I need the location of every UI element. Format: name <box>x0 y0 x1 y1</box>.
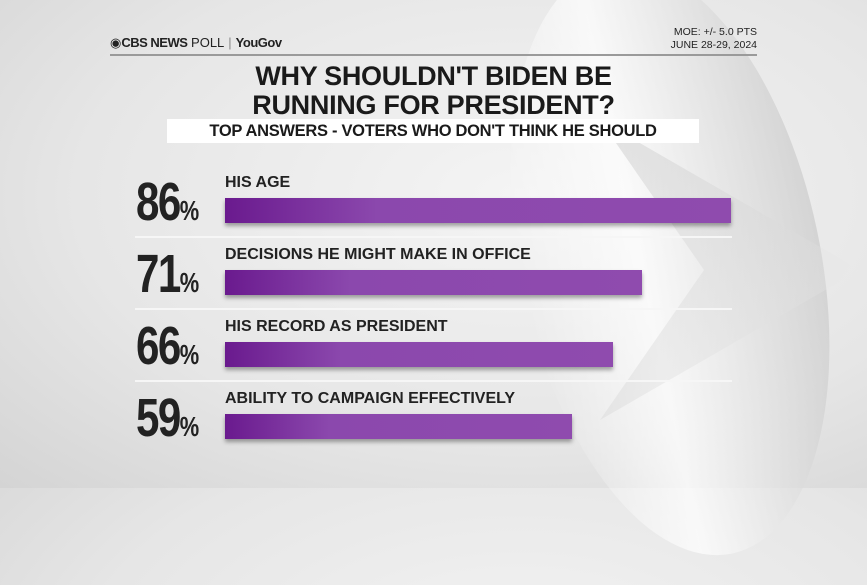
bar <box>225 342 614 367</box>
category-label: HIS AGE <box>225 174 291 191</box>
cbs-news-poll-logo: ◉CBS NEWS POLL | YouGov <box>110 35 282 50</box>
category-label: HIS RECORD AS PRESIDENT <box>225 318 448 335</box>
bar-row: 71% DECISIONS HE MIGHT MAKE IN OFFICE <box>0 246 867 318</box>
poll-dates: JUNE 28-29, 2024 <box>670 39 757 51</box>
category-label: DECISIONS HE MIGHT MAKE IN OFFICE <box>225 246 531 263</box>
category-label: ABILITY TO CAMPAIGN EFFECTIVELY <box>225 390 516 407</box>
percent-sign: % <box>179 411 200 442</box>
value-label: 86% <box>136 174 199 239</box>
bar <box>225 270 643 295</box>
row-divider <box>135 380 732 382</box>
percent-sign: % <box>179 339 200 370</box>
percent-sign: % <box>179 267 200 298</box>
header-rule <box>110 54 757 56</box>
row-divider <box>135 236 732 238</box>
partner-logo: YouGov <box>235 35 282 50</box>
value-number: 59 <box>136 388 181 448</box>
value-label: 66% <box>136 318 199 383</box>
bar-row: 66% HIS RECORD AS PRESIDENT <box>0 318 867 390</box>
bar <box>225 414 572 439</box>
brand-suffix: POLL <box>191 35 225 50</box>
chart-title: WHY SHOULDN'T BIDEN BE RUNNING FOR PRESI… <box>0 62 867 120</box>
value-label: 59% <box>136 390 199 455</box>
chart-title-text: WHY SHOULDN'T BIDEN BE RUNNING FOR PRESI… <box>252 61 615 120</box>
poll-info: MOE: +/- 5.0 PTS JUNE 28-29, 2024 <box>671 26 757 52</box>
value-label: 71% <box>136 246 199 311</box>
bar-row: 86% HIS AGE <box>0 174 867 246</box>
row-divider <box>135 308 732 310</box>
percent-sign: % <box>179 195 200 226</box>
chart-subtitle: TOP ANSWERS - VOTERS WHO DON'T THINK HE … <box>167 119 699 143</box>
brand: CBS NEWS <box>121 35 188 50</box>
cbs-eye-icon: ◉ <box>110 35 122 50</box>
value-number: 86 <box>136 172 181 232</box>
value-number: 71 <box>136 244 181 304</box>
value-number: 66 <box>136 316 181 376</box>
bar-row: 59% ABILITY TO CAMPAIGN EFFECTIVELY <box>0 390 867 462</box>
bar <box>225 198 731 223</box>
margin-of-error: MOE: +/- 5.0 PTS <box>673 26 757 38</box>
